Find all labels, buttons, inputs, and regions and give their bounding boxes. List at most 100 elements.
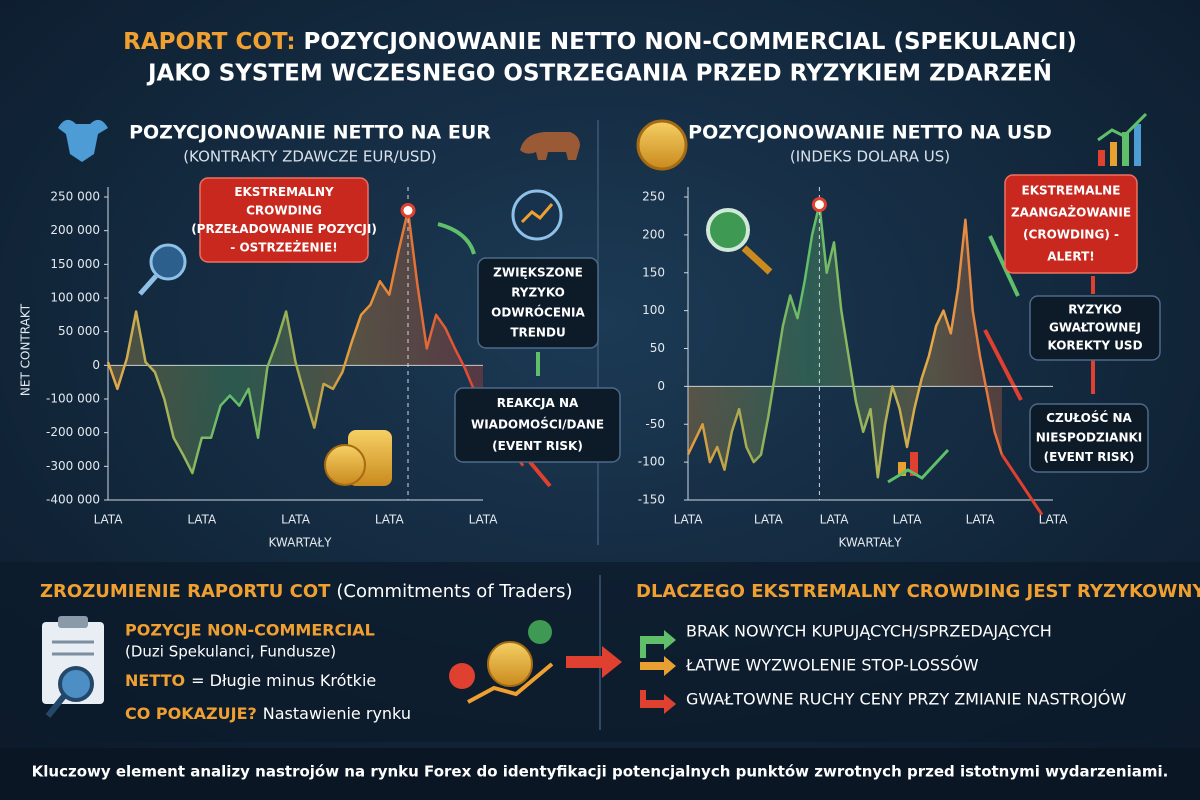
bull-icon [58, 119, 108, 162]
cot-heading: ZROZUMIENIE RAPORTU COT (Commitments of T… [40, 581, 572, 602]
search-icon-line [520, 203, 554, 224]
annotation-text: ZAANGAŻOWANIE [1011, 205, 1131, 220]
y-tick-label: -50 [645, 417, 665, 431]
cot-text: Nastawienie rynku [263, 704, 411, 723]
x-axis-label: KWARTAŁY [268, 536, 332, 550]
y-tick-label: 100 000 [50, 291, 100, 305]
annotation-text: (CROWDING) - [1023, 228, 1119, 242]
risk-item: ŁATWE WYZWOLENIE STOP-LOSSÓW [685, 656, 979, 675]
title-accent: RAPORT COT: [123, 29, 295, 55]
annotation-text: EKSTREMALNE [1022, 184, 1121, 198]
cot-term: POZYCJE NON-COMMERCIAL [125, 621, 375, 640]
annotation-box [454, 387, 621, 463]
magnifier-icon [149, 243, 187, 281]
growth-icon [887, 448, 950, 484]
coin-stack [324, 430, 392, 486]
x-tick-label: LATA [469, 513, 499, 527]
magnifier-handle [741, 245, 773, 275]
footer: Kluczowy element analizy nastrojów na ry… [32, 763, 1169, 781]
y-tick-label: -200 000 [46, 425, 100, 439]
line [106, 209, 485, 475]
title: JAKO SYSTEM WCZESNEGO OSTRZEGANIA PRZED … [146, 59, 1052, 87]
risk-item: GWAŁTOWNE RUCHY CENY PRZY ZMIANIE NASTRO… [686, 690, 1126, 709]
risk-item: BRAK NOWYCH KUPUJĄCYCH/SPRZEDAJĄCYCH [686, 622, 1052, 641]
x-tick-label: LATA [1039, 513, 1069, 527]
x-tick-label: LATA [754, 513, 784, 527]
x-axis-label: KWARTAŁY [838, 536, 902, 550]
heading-text: ZROZUMIENIE RAPORTU COT [40, 581, 331, 602]
trend-arrow [1000, 453, 1044, 516]
y-tick-label: 200 000 [50, 223, 100, 237]
area [108, 210, 483, 474]
annotation-text: NIESPODZIANKI [1036, 431, 1143, 445]
cot-item: CO POKAZUJE? Nastawienie rynku [125, 704, 411, 723]
title: RAPORT COT: POZYCJONOWANIE NETTO NON-COMM… [123, 29, 1077, 55]
annotation-text: RYZYKO [1068, 303, 1122, 317]
y-tick-label: -400 000 [46, 493, 100, 507]
heading-note: (Commitments of Traders) [336, 581, 572, 602]
annotation-text: KOREKTY USD [1047, 339, 1142, 353]
x-tick-label: LATA [281, 513, 311, 527]
annotation-text: ODWRÓCENIA [491, 305, 585, 320]
y-tick-label: -300 000 [46, 459, 100, 473]
risk-heading: DLACZEGO EKSTREMALNY CROWDING JEST RYZYK… [636, 581, 1200, 602]
annotation-text: ALERT! [1047, 250, 1095, 264]
annotation-text: CZUŁOŚĆ NA [1046, 410, 1132, 425]
cot-text: = Długie minus Krótkie [191, 671, 376, 690]
big-arrow [566, 646, 622, 678]
x-tick-label: LATA [820, 513, 850, 527]
bullet-arrow [640, 656, 676, 676]
y-tick-label: -100 [638, 455, 665, 469]
annotation-text: REAKCJA NA [497, 396, 579, 410]
x-tick-label: LATA [674, 513, 704, 527]
cot-item: NETTO = Długie minus Krótkie [125, 671, 376, 690]
peak-marker [400, 202, 416, 218]
x-tick-label: LATA [187, 513, 217, 527]
icons [42, 112, 1148, 718]
y-tick-label: -150 [638, 493, 665, 507]
chart-subtitle: (KONTRAKTY ZDAWCZE EUR/USD) [183, 148, 437, 166]
annotation-box [1029, 295, 1161, 361]
y-tick-label: 250 [642, 190, 665, 204]
annotation-text: TRENDU [510, 326, 565, 340]
title-line: POZYCJONOWANIE NETTO NON-COMMERCIAL (SPE… [304, 29, 1077, 55]
y-tick-label: 100 [642, 303, 665, 317]
y-tick-label: 150 000 [50, 257, 100, 271]
x-tick-label: LATA [966, 513, 996, 527]
magnifier-handle [138, 274, 158, 296]
bullet-arrow [640, 690, 676, 714]
chart-title: POZYCJONOWANIE NETTO NA USD [688, 122, 1052, 144]
x-tick-label: LATA [893, 513, 923, 527]
x-tick-label: LATA [375, 513, 405, 527]
y-tick-label: 200 [642, 227, 665, 241]
annotation-box [1004, 174, 1138, 274]
annotation-text: CROWDING [246, 203, 322, 217]
y-tick-label: 150 [642, 265, 665, 279]
annotation-text: RYZYKO [511, 286, 565, 300]
annotation-box [1029, 403, 1149, 473]
annotation-text: (PRZEŁADOWANIE POZYCJI) [191, 222, 377, 236]
y-tick-label: 50 000 [58, 324, 100, 338]
coin-icon [636, 119, 688, 171]
cot-term: CO POKAZUJE? [125, 704, 257, 723]
y-axis-label: NET CONTRAKT [19, 303, 33, 396]
annotation-text: (EVENT RISK) [1044, 450, 1135, 464]
y-tick-label: 0 [657, 379, 665, 393]
bars-icon [1097, 112, 1148, 166]
annotation-text: ZWIĘKSZONE [493, 266, 583, 280]
annotation-text: GWAŁTOWNEJ [1049, 321, 1141, 335]
y-tick-label: 250 000 [50, 190, 100, 204]
annotation-text: - OSTRZEŻENIE! [230, 239, 337, 254]
bear-icon [520, 132, 580, 160]
annotation-text: (EVENT RISK) [492, 439, 583, 453]
bullet-arrow [640, 630, 676, 658]
cot-term: NETTO [125, 671, 185, 690]
y-tick-label: -100 000 [46, 392, 100, 406]
line [686, 203, 1004, 479]
clipboard-icon [42, 616, 104, 718]
peak-marker [811, 197, 827, 213]
annotation-box [199, 177, 369, 263]
chart-subtitle: (INDEKS DOLARA US) [790, 148, 950, 166]
y-tick-label: 0 [92, 358, 100, 372]
